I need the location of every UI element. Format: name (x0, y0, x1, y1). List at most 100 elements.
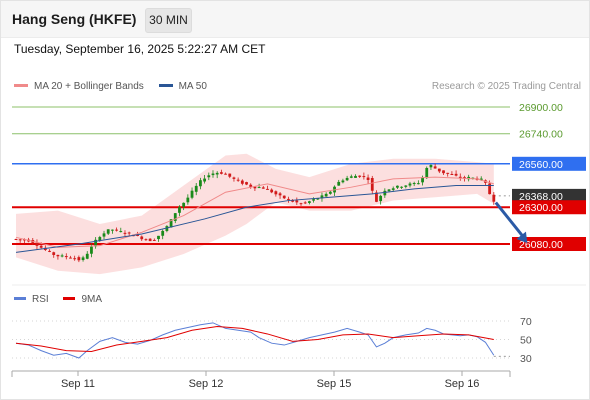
price-legend: MA 20 + Bollinger Bands MA 50 (14, 81, 219, 92)
candle-body (211, 173, 215, 176)
candle-body (18, 239, 22, 241)
candle-body (90, 246, 93, 254)
candle-body (425, 167, 429, 179)
research-credit: Research © 2025 Trading Central (431, 81, 581, 92)
candle-body (421, 177, 424, 183)
candle-body (287, 198, 290, 200)
candle-body (391, 188, 395, 190)
candle-body (39, 245, 43, 248)
candle-body (81, 257, 85, 261)
candle-body (249, 184, 253, 187)
candle-body (94, 239, 98, 247)
candle-body (408, 183, 412, 186)
candle-body (446, 172, 450, 174)
candle-body (433, 166, 437, 169)
candle-body (437, 168, 441, 172)
x-tick-label: Sep 12 (189, 378, 224, 390)
candle-body (98, 237, 102, 241)
candle-body (157, 235, 160, 240)
rsi-tick-70: 70 (520, 316, 532, 328)
candle-body (349, 176, 353, 178)
legend-label-ma50: MA 50 (178, 81, 207, 92)
level-tag-current-3 (512, 188, 586, 203)
candle-body (245, 182, 248, 185)
candle-body (295, 200, 299, 203)
candle-body (115, 229, 118, 231)
candle-body (324, 193, 328, 197)
candle-body (194, 185, 198, 192)
level-tag-support-4 (512, 200, 586, 215)
candle-body (60, 255, 64, 257)
candle-body (232, 177, 236, 179)
ma50-line (15, 185, 494, 253)
candle-body (106, 229, 110, 234)
candle-body (337, 181, 341, 186)
level-label-pivot-2: 26560.00 (519, 159, 563, 171)
candle-body (479, 178, 483, 181)
candle-body (375, 192, 378, 202)
candle-body (48, 250, 51, 252)
candle-body (169, 219, 173, 228)
candle-body (400, 186, 403, 188)
candle-body (136, 235, 139, 237)
legend-label-ma20: MA 20 + Bollinger Bands (34, 81, 144, 92)
legend-swatch-9ma (63, 296, 76, 300)
candle-body (35, 242, 39, 246)
header-bar: Hang Seng (HKFE) 30 MIN (1, 1, 589, 38)
candle-body (320, 195, 324, 199)
rsi-series-9ma (15, 326, 494, 353)
candle-body (219, 172, 223, 174)
candle-body (127, 232, 131, 234)
candle-body (224, 173, 227, 175)
candle-body (370, 178, 374, 191)
candle-body (14, 239, 18, 241)
candle-body (73, 258, 77, 260)
legend-swatch-ma20 (14, 83, 28, 87)
candle-body (186, 197, 190, 203)
candle-body (240, 180, 244, 184)
candle-body (56, 254, 60, 257)
legend-item-rsi: RSI (14, 294, 49, 305)
rsi-legend: RSI 9MA (14, 294, 114, 305)
candle-body (458, 176, 462, 179)
legend-swatch-ma50 (158, 83, 173, 87)
candle-body (278, 193, 282, 196)
candle-body (102, 233, 106, 237)
candle-body (354, 175, 357, 178)
level-label-support-5: 26080.00 (519, 239, 563, 251)
candle-body (152, 239, 156, 241)
legend-item-ma50: MA 50 (158, 81, 207, 92)
timestamp: Tuesday, September 16, 2025 5:22:27 AM C… (14, 42, 266, 56)
candle-body (64, 256, 68, 258)
candle-body (450, 173, 454, 175)
candle-body (303, 202, 307, 204)
candle-body (442, 170, 445, 174)
x-tick-label: Sep 11 (61, 378, 95, 390)
candle-body (173, 213, 177, 221)
level-tag-support-5 (512, 237, 586, 251)
candle-body (291, 200, 295, 202)
candle-body (492, 194, 496, 202)
timeframe-button[interactable]: 30 MIN (145, 8, 192, 33)
candle-body (69, 257, 72, 259)
candle-body (144, 239, 148, 241)
legend-label-rsi: RSI (32, 294, 49, 305)
candle-body (328, 191, 332, 194)
candle-body (182, 202, 186, 207)
rsi-tick-50: 50 (520, 335, 532, 347)
legend-label-9ma: 9MA (81, 294, 103, 305)
candle-body (488, 183, 492, 195)
candle-body (341, 180, 345, 183)
candle-body (253, 186, 257, 189)
x-tick-label: Sep 15 (317, 378, 352, 390)
candle-body (203, 178, 207, 182)
candle-body (387, 189, 391, 192)
candle-body (316, 198, 320, 200)
candle-body (215, 172, 219, 175)
x-tick-label: Sep 16 (445, 378, 480, 390)
candle-body (383, 190, 387, 196)
candle-body (257, 187, 261, 189)
candle-body (85, 253, 89, 259)
level-label-current-3: 26368.00 (519, 191, 563, 203)
